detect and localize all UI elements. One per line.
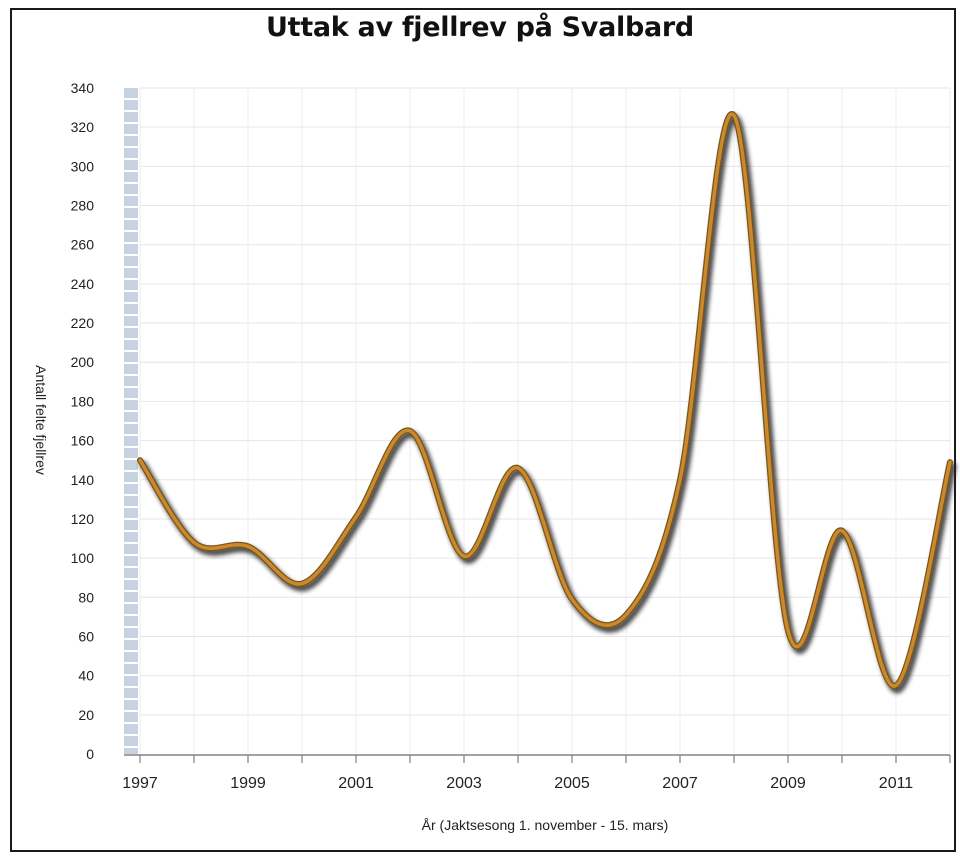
y-band-segment — [124, 688, 138, 698]
y-tick-label: 40 — [78, 668, 94, 684]
y-band-segment — [124, 652, 138, 662]
y-band-segment — [124, 484, 138, 494]
y-band-segment — [124, 208, 138, 218]
series-line-outline — [137, 111, 953, 689]
x-axis-label: År (Jaktsesong 1. november - 15. mars) — [422, 817, 669, 833]
y-band-segment — [124, 160, 138, 170]
x-tick-label: 2005 — [554, 775, 590, 792]
y-band-segment — [124, 124, 138, 134]
x-tick-label: 2007 — [662, 775, 698, 792]
y-band-segment — [124, 472, 138, 482]
y-band-segment — [124, 532, 138, 542]
y-band-segment — [124, 556, 138, 566]
y-band-segment — [124, 256, 138, 266]
x-tick-label: 2001 — [338, 775, 374, 792]
y-band-segment — [124, 220, 138, 230]
y-band-segment — [124, 328, 138, 338]
y-band-segment — [124, 724, 138, 734]
x-tick-label: 2003 — [446, 775, 482, 792]
y-band-segment — [124, 148, 138, 158]
y-axis-band — [124, 88, 138, 754]
series-line-group — [137, 111, 957, 694]
y-axis-label: Antall felte fjellrev — [33, 365, 49, 475]
y-band-segment — [124, 628, 138, 638]
y-tick-label: 120 — [71, 511, 95, 527]
y-band-segment — [124, 640, 138, 650]
y-band-segment — [124, 280, 138, 290]
y-tick-label: 220 — [71, 315, 95, 331]
y-band-segment — [124, 712, 138, 722]
y-tick-label: 100 — [71, 550, 95, 566]
y-band-segment — [124, 292, 138, 302]
y-band-segment — [124, 388, 138, 398]
y-tick-label: 200 — [71, 354, 95, 370]
y-band-segment — [124, 436, 138, 446]
x-tick-labels: 1997 1999 2001 2003 2005 2007 2009 2011 — [122, 775, 913, 792]
y-band-segment — [124, 88, 138, 98]
series-line-shadow — [139, 114, 957, 694]
y-band-segment — [124, 412, 138, 422]
y-tick-labels: 0 20 40 60 80 100 120 140 160 180 200 220 240 260 280 3… — [71, 80, 95, 762]
y-band-segment — [124, 100, 138, 110]
y-band-segment — [124, 700, 138, 710]
chart-title: Uttak av fjellrev på Svalbard — [266, 12, 694, 43]
y-tick-label: 0 — [86, 746, 94, 762]
y-band-segment — [124, 664, 138, 674]
y-tick-label: 160 — [71, 433, 95, 449]
y-band-segment — [124, 508, 138, 518]
y-band-segment — [124, 400, 138, 410]
y-tick-label: 140 — [71, 472, 95, 488]
x-tick-label: 2011 — [879, 775, 914, 792]
y-band-segment — [124, 244, 138, 254]
y-band-segment — [124, 568, 138, 578]
y-band-segment — [124, 352, 138, 362]
y-band-segment — [124, 172, 138, 182]
y-tick-label: 280 — [71, 198, 95, 214]
y-tick-label: 80 — [78, 589, 94, 605]
y-band-segment — [124, 316, 138, 326]
y-tick-label: 260 — [71, 237, 95, 253]
y-band-segment — [124, 304, 138, 314]
y-band-segment — [124, 604, 138, 614]
y-band-segment — [124, 268, 138, 278]
y-band-segment — [124, 748, 138, 754]
y-band-segment — [124, 580, 138, 590]
y-band-segment — [124, 460, 138, 470]
y-tick-label: 240 — [71, 276, 95, 292]
y-tick-label: 60 — [78, 628, 94, 644]
y-band-segment — [124, 376, 138, 386]
y-tick-label: 320 — [71, 119, 95, 135]
y-band-segment — [124, 544, 138, 554]
y-band-segment — [124, 496, 138, 506]
axes — [124, 754, 951, 763]
y-tick-label: 340 — [71, 80, 95, 96]
y-band-segment — [124, 616, 138, 626]
y-band-segment — [124, 448, 138, 458]
y-band-segment — [124, 232, 138, 242]
series-line — [138, 112, 952, 688]
y-tick-label: 20 — [78, 707, 94, 723]
y-tick-label: 300 — [71, 158, 95, 174]
x-tick-label: 2009 — [770, 775, 806, 792]
x-tick-label: 1999 — [230, 775, 266, 792]
chart-frame — [10, 8, 956, 852]
x-tick-label: 1997 — [122, 775, 158, 792]
y-band-segment — [124, 520, 138, 530]
y-band-segment — [124, 364, 138, 374]
y-band-segment — [124, 592, 138, 602]
gridlines — [139, 87, 951, 754]
y-band-segment — [124, 112, 138, 122]
y-band-segment — [124, 736, 138, 746]
y-band-segment — [124, 340, 138, 350]
y-band-segment — [124, 196, 138, 206]
y-band-segment — [124, 136, 138, 146]
y-band-segment — [124, 184, 138, 194]
y-tick-label: 180 — [71, 393, 95, 409]
y-band-segment — [124, 424, 138, 434]
y-band-segment — [124, 676, 138, 686]
